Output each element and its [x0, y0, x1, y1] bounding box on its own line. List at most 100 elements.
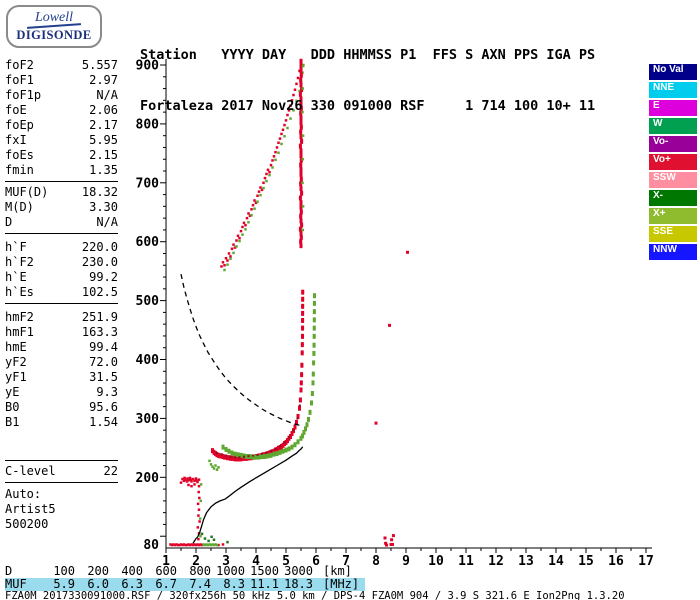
x-tick-label: 4	[252, 554, 260, 569]
param-row-foes: foEs 2.15	[5, 148, 118, 163]
x-tick-label: 3	[222, 554, 230, 569]
x-tick-label: 2	[192, 554, 200, 569]
scale-cell: 7.4	[189, 577, 211, 591]
param-value: 2.97	[89, 73, 118, 87]
param-value: N/A	[96, 215, 118, 229]
param-row-500200: 500200	[5, 517, 118, 532]
trace-es-trace-x	[202, 543, 219, 547]
x-tick-label: 16	[608, 554, 624, 569]
param-label: yF2	[5, 355, 27, 369]
param-value: 1.35	[89, 163, 118, 177]
param-label: M(D)	[5, 200, 34, 214]
echo-direction-legend: No Val NNE E W Vo- Vo+ SSW X- X+ SSE NNW	[649, 64, 697, 262]
param-value: 3.30	[89, 200, 118, 214]
param-label: C-level	[5, 464, 56, 478]
x-tick-label: 14	[548, 554, 564, 569]
scale-row-d: D 100 200 400 600 800 1000 1500 3000 [km]	[5, 565, 358, 578]
param-label: hmF1	[5, 325, 34, 339]
logo-digisonde-text: DIGISONDE	[16, 28, 92, 42]
separator-line	[5, 482, 118, 483]
param-row-mufd: MUF(D) 18.32	[5, 185, 118, 200]
param-group: foF2 5.557 foF1 2.97 foF1p N/A foE 2.06 foEp 2.17…	[5, 58, 118, 182]
scale-cell: 3000	[284, 564, 313, 578]
param-value: 251.9	[81, 310, 118, 324]
scale-unit: [km]	[323, 564, 352, 578]
y-tick-label: 700	[136, 176, 160, 191]
param-row-md: M(D) 3.30	[5, 200, 118, 215]
param-label: B1	[5, 415, 20, 429]
param-row-hmf2: hmF2 251.9	[5, 310, 118, 325]
station-header: Station YYYY DAY DDD HHMMSS P1 FFS S AXN…	[140, 13, 595, 132]
param-value: 1.54	[89, 415, 118, 429]
param-value: 230.0	[81, 255, 118, 269]
param-row-hme: hmE 99.4	[5, 340, 118, 355]
param-label: yF1	[5, 370, 27, 384]
trace-second-hop-spread-o	[220, 69, 301, 268]
trace-f-low-cluster	[179, 476, 201, 488]
scale-cell: 600	[155, 564, 177, 578]
scaled-parameters-panel: foF2 5.557 foF1 2.97 foF1p N/A foE 2.06 foEp 2.17…	[5, 58, 118, 532]
y-tick-label: 300	[136, 412, 160, 427]
y-tick-label: 200	[136, 471, 160, 486]
param-row-auto: Auto:	[5, 487, 118, 502]
scale-cell: 1000	[216, 564, 245, 578]
param-value: 99.2	[89, 270, 118, 284]
curve-muf-transmission-curve	[180, 273, 303, 427]
separator-line	[5, 303, 118, 304]
separator-line	[5, 181, 118, 182]
y-tick-label: 600	[136, 235, 160, 250]
param-value: 5.95	[89, 133, 118, 147]
param-label: Auto:	[5, 487, 42, 501]
axes	[165, 59, 652, 549]
trace-second-hop-cusp	[298, 58, 304, 249]
param-label: foF1	[5, 73, 34, 87]
param-value: 2.15	[89, 148, 118, 162]
param-value: 72.0	[89, 355, 118, 369]
param-value: 31.5	[89, 370, 118, 384]
param-label: 500200	[5, 517, 49, 531]
param-row-fxi: fxI 5.95	[5, 133, 118, 148]
legend-item-ssw: SSW	[649, 172, 697, 188]
param-value: 5.557	[81, 58, 118, 72]
scale-cell: 800	[189, 564, 211, 578]
param-value: 2.17	[89, 118, 118, 132]
param-label: Artist5	[5, 502, 56, 516]
trace-f-trace-x-mode	[221, 293, 316, 460]
trace-retardation-column-x	[198, 483, 203, 538]
param-label: MUF(D)	[5, 185, 49, 199]
param-value: 163.3	[81, 325, 118, 339]
scale-cell: 6.0	[87, 577, 109, 591]
trace-f-trace-core	[216, 404, 301, 459]
curve-true-height-profile	[192, 446, 304, 544]
scale-cell: 200	[87, 564, 109, 578]
header-values: Fortaleza 2017 Nov26 330 091000 RSF 1 71…	[140, 98, 596, 114]
param-row-foep: foEp 2.17	[5, 118, 118, 133]
param-label: B0	[5, 400, 20, 414]
scale-unit: [MHz]	[323, 577, 360, 591]
x-tick-label: 10	[428, 554, 444, 569]
param-row-b1: B1 1.54	[5, 415, 118, 430]
logo-lowell-text: Lowell	[34, 10, 74, 25]
param-group: h`F 220.0 h`F2 230.0 h`E 99.2 h`Es 102.5	[5, 240, 118, 304]
x-axis-ticks: 1 2 3 4 5 6 7 8 9 10 11 12 13 14 15 16 17	[162, 548, 654, 569]
scale-cell: 5.9	[53, 577, 75, 591]
scale-row-label: D	[5, 564, 13, 578]
param-row-hf2: h`F2 230.0	[5, 255, 118, 270]
trace-es-speckles	[200, 532, 229, 544]
scale-cell: 1500	[250, 564, 279, 578]
scale-cell: 11.1	[250, 577, 279, 591]
param-value: 95.6	[89, 400, 118, 414]
scale-cell: 400	[121, 564, 143, 578]
param-label: h`F	[5, 240, 27, 254]
y-tick-label: 80	[143, 538, 159, 553]
separator-line	[5, 460, 118, 461]
param-row-yf2: yF2 72.0	[5, 355, 118, 370]
param-label: yE	[5, 385, 20, 399]
param-value: 2.06	[89, 103, 118, 117]
trace-x-trace-low	[208, 459, 220, 471]
param-value: 220.0	[81, 240, 118, 254]
scale-cell: 6.3	[121, 577, 143, 591]
param-row-fof2: foF2 5.557	[5, 58, 118, 73]
scale-row-label: MUF	[5, 577, 27, 591]
y-tick-label: 900	[136, 59, 160, 74]
